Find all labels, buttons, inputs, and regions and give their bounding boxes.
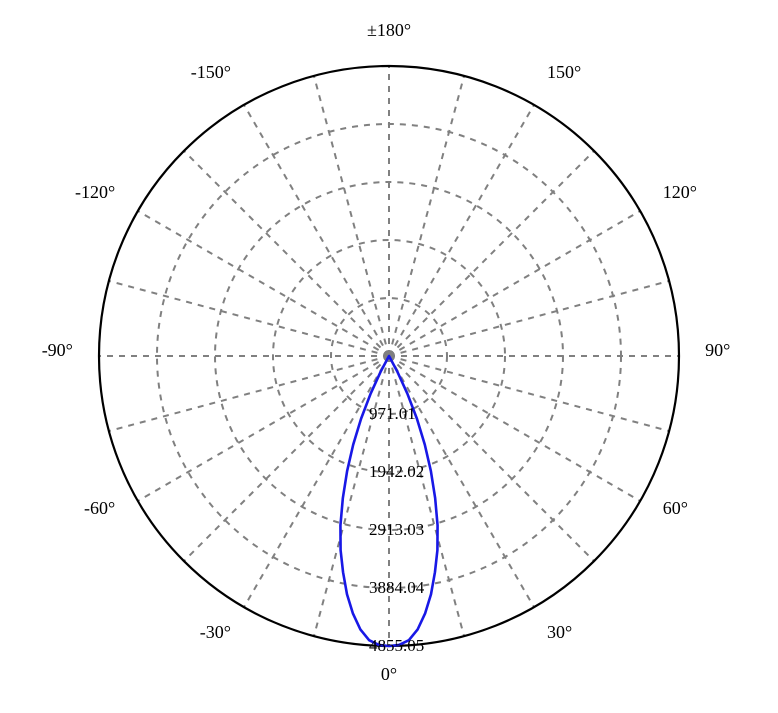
radial-label: 4855.05 [369, 636, 424, 655]
polar-svg: ±180° 150° 120° 90° 60° 30° 0° -30° -60° -90° -120… [0, 0, 778, 713]
angle-label: 90° [705, 340, 730, 360]
radial-label: 1942.02 [369, 462, 424, 481]
angle-label: 30° [547, 622, 572, 642]
angle-label: -60° [84, 498, 115, 518]
angle-label: ±180° [367, 20, 411, 40]
polar-chart: ±180° 150° 120° 90° 60° 30° 0° -30° -60° -90° -120… [0, 0, 778, 713]
angle-label: 120° [663, 182, 697, 202]
radial-label: 3884.04 [369, 578, 425, 597]
angle-label: 60° [663, 498, 688, 518]
radial-label: 971.01 [369, 404, 416, 423]
angle-label: 0° [381, 664, 397, 684]
angle-label: -120° [75, 182, 115, 202]
angle-label: -150° [191, 62, 231, 82]
radial-labels: 971.01 1942.02 2913.03 3884.04 4855.05 [369, 404, 425, 655]
radial-label: 2913.03 [369, 520, 424, 539]
angle-label: -30° [200, 622, 231, 642]
angle-label: -90° [42, 340, 73, 360]
angle-label: 150° [547, 62, 581, 82]
